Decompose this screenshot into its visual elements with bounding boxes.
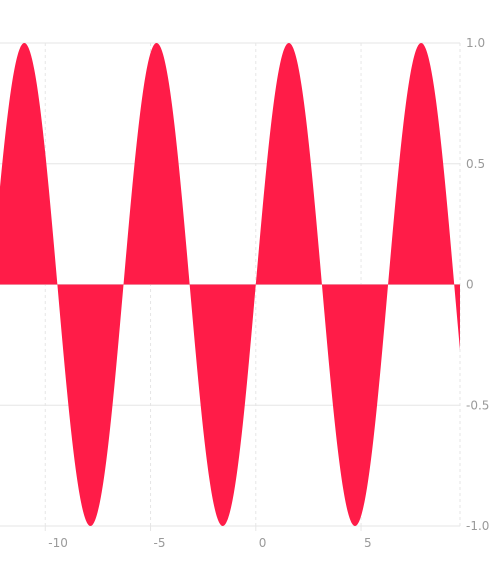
y-tick-label: 0: [466, 278, 474, 292]
y-tick-label: -0.5: [466, 398, 489, 412]
y-tick-label: 0.5: [466, 157, 485, 171]
series-layer: [0, 43, 460, 526]
x-tick-label: -10: [48, 536, 68, 550]
x-tick-label: 5: [364, 536, 372, 550]
axis-layer: 1.0 0.5 0 -0.5 -1.0 -10 -5 0 5: [44, 36, 489, 550]
y-tick-label: -1.0: [466, 519, 489, 533]
x-tick-label: 0: [259, 536, 267, 550]
sine-area: [0, 43, 460, 526]
y-tick-label: 1.0: [466, 36, 485, 50]
x-tick-label: -5: [154, 536, 166, 550]
